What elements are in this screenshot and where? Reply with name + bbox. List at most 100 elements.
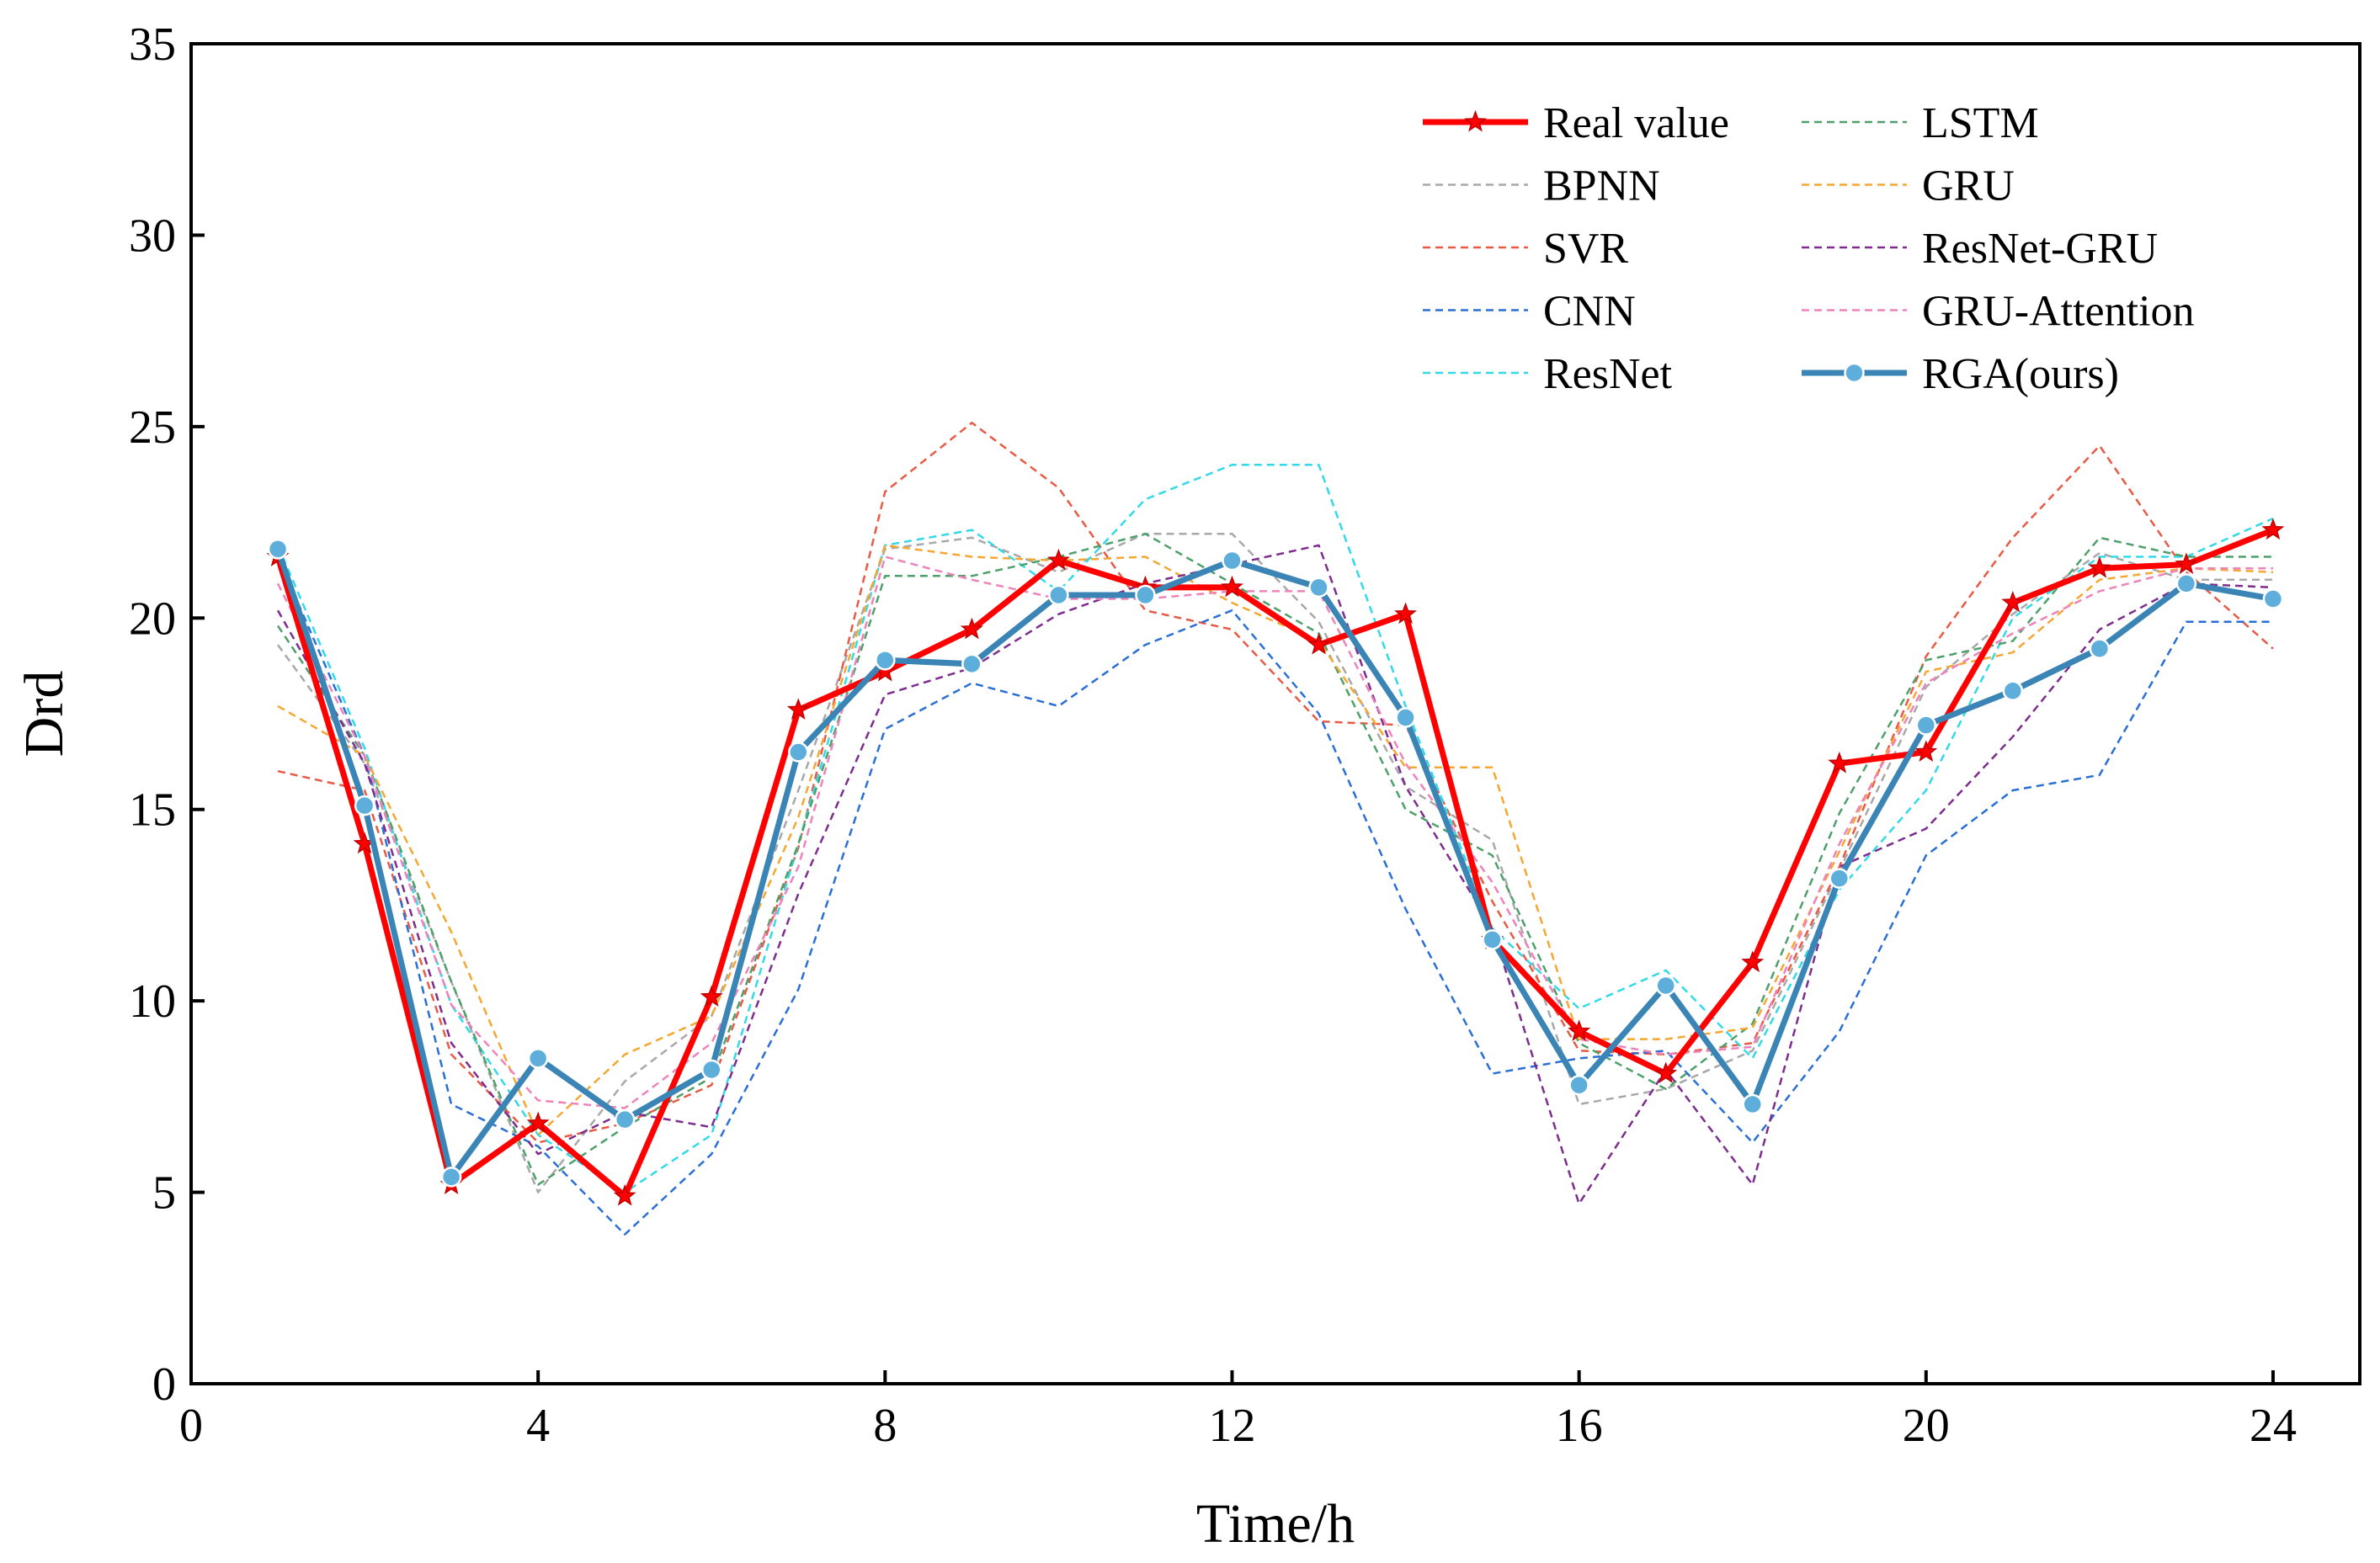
series-line — [274, 527, 2275, 1199]
series-line — [277, 422, 2274, 1144]
data-point-circle — [1395, 707, 1416, 728]
data-point-star — [1828, 751, 1851, 774]
series-cnn — [276, 556, 2273, 1236]
legend-entry: ResNet-GRU — [1802, 225, 2158, 273]
legend-entry: BPNN — [1423, 162, 1660, 210]
legend: Real value BPNN SVR CNN ResNet LSTM GRU ResNet-… — [1423, 99, 2195, 398]
series-rga-ours — [267, 539, 2284, 1188]
data-point-circle — [2175, 573, 2197, 594]
series-gru — [277, 544, 2274, 1136]
data-point-circle — [267, 539, 289, 560]
series-line — [276, 544, 2274, 1205]
y-tick-label: 10 — [129, 976, 176, 1028]
data-point-circle — [354, 795, 375, 816]
data-point-star — [1654, 1061, 1678, 1084]
data-point-circle — [1482, 929, 1503, 950]
data-point-circle — [788, 742, 809, 763]
data-point-circle — [1742, 1093, 1763, 1115]
series-bpnn — [276, 532, 2273, 1194]
legend-entry: LSTM — [1802, 99, 2039, 147]
plot-frame — [189, 42, 2361, 1385]
y-tick-label: 0 — [152, 1358, 176, 1411]
legend-label: BPNN — [1543, 162, 1660, 210]
series-line — [277, 544, 2274, 1136]
data-point-star — [613, 1183, 636, 1206]
y-tick-label: 30 — [129, 210, 176, 262]
data-point-circle — [440, 1167, 462, 1188]
data-point-circle — [1568, 1074, 1589, 1096]
data-point-star — [700, 985, 723, 1007]
data-point-circle — [2262, 588, 2284, 609]
x-tick-label: 12 — [1208, 1400, 1255, 1452]
y-axis-label: Drd — [13, 671, 75, 758]
data-point-circle — [2089, 638, 2111, 659]
legend-label: LSTM — [1922, 99, 2039, 147]
x-tick-label: 0 — [179, 1400, 203, 1452]
legend-entry: SVR — [1423, 225, 1628, 273]
x-tick-label: 4 — [526, 1400, 550, 1452]
series-real-value — [266, 518, 2285, 1206]
data-point-circle — [1655, 975, 1676, 997]
series-layer — [266, 422, 2285, 1236]
series-resnet-gru — [276, 544, 2274, 1205]
data-point-star — [1914, 740, 1938, 762]
legend-label: CNN — [1543, 288, 1636, 336]
legend-entry: GRU-Attention — [1802, 288, 2195, 336]
x-tick-label: 8 — [873, 1400, 897, 1452]
data-point-star — [1394, 602, 1418, 625]
data-point-star — [2001, 590, 2025, 613]
legend-label: RGA(ours) — [1922, 350, 2119, 398]
data-point-star — [2175, 552, 2198, 575]
y-tick-label: 35 — [129, 19, 176, 71]
data-point-star — [960, 617, 983, 640]
x-tick-label: 24 — [2250, 1400, 2297, 1452]
legend-label: SVR — [1543, 225, 1628, 273]
axes-layer — [189, 42, 2361, 1385]
data-point-circle — [1829, 868, 1850, 889]
y-tick-label: 25 — [129, 401, 176, 454]
data-point-circle — [700, 1059, 722, 1081]
y-tick-label: 15 — [129, 784, 176, 837]
y-tick-label: 20 — [129, 593, 176, 645]
legend-star-marker — [1464, 109, 1487, 132]
legend-entry: RGA(ours) — [1802, 350, 2119, 398]
series-line — [276, 556, 2273, 1109]
data-point-circle — [1135, 584, 1156, 606]
series-lstm — [276, 532, 2273, 1186]
series-line — [276, 532, 2273, 1194]
series-line — [274, 548, 2274, 1180]
legend-label: ResNet — [1543, 350, 1673, 398]
data-point-circle — [1308, 577, 1329, 598]
data-point-circle — [527, 1048, 549, 1069]
data-point-star — [1221, 575, 1243, 598]
data-point-circle — [1048, 584, 1069, 606]
x-tick-label: 16 — [1556, 1400, 1603, 1452]
legend-label: Real value — [1543, 99, 1729, 147]
x-tick-label: 20 — [1903, 1400, 1950, 1452]
series-svr — [277, 422, 2274, 1144]
data-point-star — [786, 698, 810, 720]
data-point-star — [526, 1111, 550, 1134]
data-point-circle — [2002, 680, 2024, 701]
y-tick-label: 5 — [152, 1167, 176, 1220]
data-point-circle — [1222, 550, 1243, 572]
data-point-circle — [875, 650, 896, 671]
legend-circle-marker — [1844, 362, 1865, 384]
data-point-star — [1741, 950, 1765, 973]
legend-label: GRU — [1922, 162, 2015, 210]
legend-label: ResNet-GRU — [1922, 225, 2158, 273]
series-line — [276, 556, 2273, 1236]
data-point-star — [2261, 518, 2285, 540]
series-line — [276, 532, 2273, 1186]
x-axis-label: Time/h — [1196, 1493, 1355, 1555]
series-gru-attention — [276, 556, 2273, 1109]
data-point-star — [1568, 1019, 1591, 1041]
ticks-layer: 0 4 8 12 16 20 24 0 5 10 15 20 25 30 35 — [129, 19, 2297, 1452]
data-point-circle — [961, 653, 982, 675]
legend-entry: GRU — [1802, 162, 2015, 210]
data-point-star — [1307, 632, 1330, 655]
legend-entry: CNN — [1423, 288, 1636, 336]
data-point-circle — [1915, 715, 1937, 736]
data-point-star — [2088, 556, 2111, 578]
